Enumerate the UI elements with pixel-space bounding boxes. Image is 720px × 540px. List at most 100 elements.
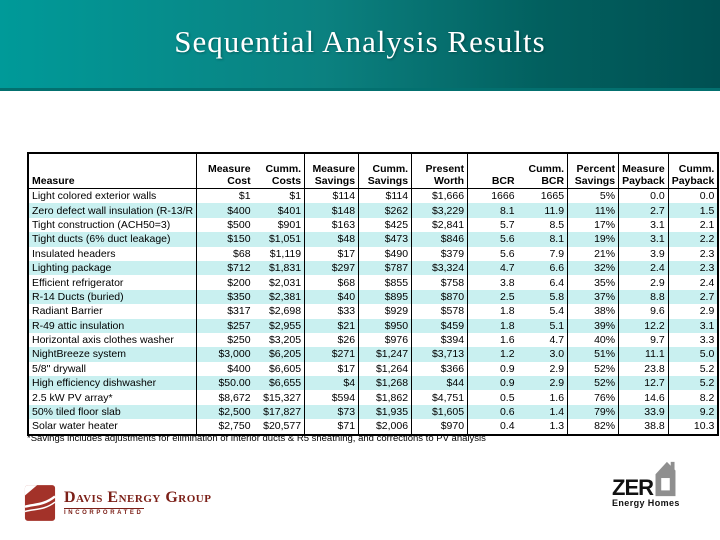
- table-cell: $2,841: [411, 217, 469, 233]
- table-cell: 76%: [567, 390, 620, 405]
- table-cell: $929: [358, 304, 413, 319]
- deg-logo-name: Davis Energy Group: [64, 489, 212, 506]
- table-cell: $976: [358, 332, 413, 348]
- table-cell: 11%: [567, 203, 620, 218]
- column-header: Cumm. Savings: [358, 153, 413, 189]
- table-cell: $73: [304, 404, 360, 420]
- table-cell: $1,935: [358, 404, 413, 420]
- table-cell: 1665: [517, 188, 569, 204]
- table-cell: Tight ducts (6% duct leakage): [28, 232, 198, 247]
- table-cell: NightBreeze system: [28, 347, 198, 362]
- table-cell: 2.4: [618, 260, 669, 276]
- table-row: Radiant Barrier $317 $2,698 $33 $929 $578 1.8 5…: [28, 304, 718, 319]
- table-cell: 11.9: [517, 203, 569, 218]
- table-cell: $21: [304, 318, 360, 333]
- table-cell: $594: [304, 390, 360, 405]
- table-cell: 1.8: [499, 305, 515, 318]
- deg-logo-icon: [24, 485, 56, 521]
- table-cell: 0.6: [499, 406, 515, 419]
- zeh-logo-subtext: Energy Homes: [612, 498, 680, 508]
- table-cell: 12.7: [618, 376, 669, 391]
- table-cell: 9.7: [618, 332, 669, 348]
- results-table: Measure Measure Cost Cumm. Costs Measure Savin…: [27, 152, 720, 436]
- table-cell: $3,324: [411, 260, 469, 276]
- table-cell: 50% tiled floor slab: [28, 404, 198, 420]
- table-cell: $150: [227, 233, 251, 246]
- table-cell: $250: [227, 334, 251, 347]
- table-cell: $71: [304, 419, 360, 435]
- table-cell: 2.3: [699, 262, 715, 275]
- table-cell: $1: [238, 190, 251, 203]
- table-row: Lighting package $712 $1,831 $297 $787 $3,324…: [28, 260, 719, 276]
- table-cell: 5.6: [499, 247, 515, 260]
- table-cell: 8.1: [499, 204, 515, 217]
- title-bar: Sequential Analysis Results: [0, 0, 720, 91]
- table-cell: $317: [227, 305, 251, 318]
- table-cell: 3.3: [699, 334, 715, 347]
- table-row: Solar water heater $2,750 $20,577 $71 $2,006…: [28, 419, 718, 435]
- table-cell: 23.8: [618, 361, 669, 377]
- footnote: *Savings includes adjustments for elimin…: [27, 433, 486, 444]
- table-cell: 3.8: [499, 276, 515, 289]
- table-cell: 5.0: [699, 348, 715, 361]
- table-row: Light colored exterior walls $1 $1 $114 $114…: [28, 188, 718, 204]
- table-cell: $17,827: [253, 404, 306, 420]
- table-row: Tight ducts (6% duct leakage) $150 $1,051 $…: [28, 232, 719, 247]
- table-cell: $200: [227, 276, 251, 289]
- table-cell: $787: [358, 260, 413, 276]
- table-cell: $366: [411, 361, 469, 377]
- table-cell: $3,000: [218, 348, 251, 361]
- table-cell: 1.4: [517, 404, 569, 420]
- table-cell: $1,831: [253, 260, 306, 276]
- table-cell: Lighting package: [28, 260, 198, 276]
- table-cell: 2.7: [618, 203, 669, 218]
- column-header: Measure Payback: [618, 153, 669, 189]
- table-row: R-14 Ducts (buried) $350 $2,381 $40 $895 $870…: [28, 289, 719, 305]
- table-cell: 0.0: [699, 190, 715, 203]
- column-header: Present Worth: [411, 153, 469, 189]
- table-cell: 32%: [567, 260, 620, 276]
- table-cell: $6,205: [253, 347, 306, 362]
- table-cell: $68: [233, 247, 251, 260]
- table-cell: 3.1: [618, 217, 669, 233]
- table-cell: 2.9: [699, 305, 715, 318]
- table-cell: R-49 attic insulation: [28, 318, 198, 333]
- table-cell: 5.2: [699, 362, 715, 375]
- table-cell: 6.4: [517, 275, 569, 290]
- table-cell: 38%: [567, 304, 620, 319]
- table-cell: 8.1: [517, 232, 569, 247]
- table-cell: 8.2: [699, 391, 715, 404]
- table-cell: $2,955: [253, 318, 306, 333]
- table-cell: Tight construction (ACH50=3): [28, 217, 198, 233]
- table-cell: 5/8" drywall: [28, 361, 198, 377]
- table-cell: Radiant Barrier: [28, 304, 198, 319]
- table-cell: $425: [358, 217, 413, 233]
- table-cell: 0.9: [499, 377, 515, 390]
- page-title: Sequential Analysis Results: [174, 24, 546, 59]
- table-cell: $2,698: [253, 304, 306, 319]
- table-cell: 9.6: [618, 304, 669, 319]
- table-cell: $262: [358, 203, 413, 218]
- table-cell: $17: [304, 246, 360, 261]
- table-cell: 2.3: [699, 247, 715, 260]
- table-cell: 4.7: [499, 262, 515, 275]
- column-header: Measure: [28, 153, 198, 189]
- table-cell: $297: [304, 260, 360, 276]
- table-cell: $1,605: [411, 404, 469, 420]
- table-cell: 2.7: [699, 290, 715, 303]
- table-cell: 0.9: [499, 362, 515, 375]
- table-cell: 82%: [567, 419, 620, 435]
- table-cell: $6,655: [253, 376, 306, 391]
- table-cell: $473: [358, 232, 413, 247]
- table-cell: 3.9: [618, 246, 669, 261]
- table-cell: 5.4: [517, 304, 569, 319]
- table-cell: 11.1: [618, 347, 669, 362]
- table-cell: 0.0: [618, 188, 669, 204]
- table-cell: $578: [411, 304, 469, 319]
- table-cell: 19%: [567, 232, 620, 247]
- table-cell: 1.3: [517, 419, 569, 435]
- table-cell: 4.7: [517, 332, 569, 348]
- table-cell: $20,577: [253, 419, 306, 435]
- table-cell: $114: [358, 188, 413, 204]
